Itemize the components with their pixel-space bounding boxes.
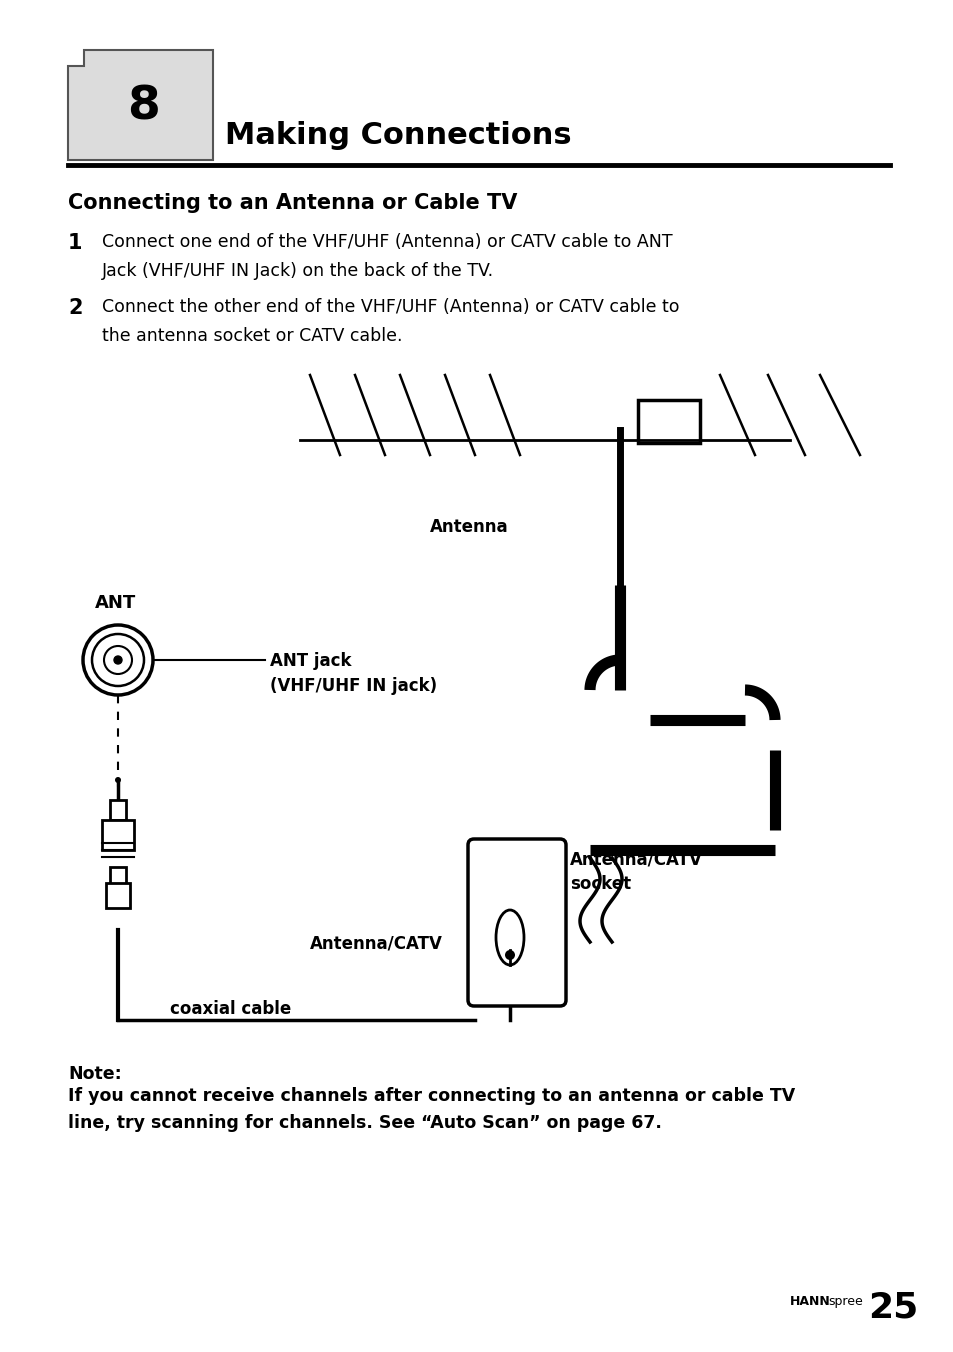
- Text: If you cannot receive channels after connecting to an antenna or cable TV
line, : If you cannot receive channels after con…: [68, 1087, 795, 1132]
- FancyBboxPatch shape: [102, 821, 133, 850]
- Text: Antenna/CATV: Antenna/CATV: [310, 936, 442, 953]
- Circle shape: [115, 777, 121, 783]
- Circle shape: [83, 625, 152, 695]
- Text: 1: 1: [68, 233, 82, 253]
- Text: Note:: Note:: [68, 1065, 122, 1083]
- Text: HANN: HANN: [789, 1295, 830, 1307]
- Text: 8: 8: [127, 84, 160, 130]
- Text: Connecting to an Antenna or Cable TV: Connecting to an Antenna or Cable TV: [68, 193, 517, 214]
- Text: Antenna: Antenna: [430, 518, 508, 535]
- Circle shape: [113, 656, 122, 664]
- FancyBboxPatch shape: [110, 800, 126, 821]
- FancyBboxPatch shape: [110, 867, 126, 886]
- Text: Connect one end of the VHF/UHF (Antenna) or CATV cable to ANT
Jack (VHF/UHF IN J: Connect one end of the VHF/UHF (Antenna)…: [102, 233, 672, 280]
- Text: ANT jack
(VHF/UHF IN jack): ANT jack (VHF/UHF IN jack): [270, 652, 436, 695]
- FancyBboxPatch shape: [106, 883, 130, 909]
- FancyBboxPatch shape: [468, 840, 565, 1006]
- Text: Antenna/CATV
socket: Antenna/CATV socket: [569, 850, 702, 894]
- Text: spree: spree: [827, 1295, 862, 1307]
- Text: Connect the other end of the VHF/UHF (Antenna) or CATV cable to
the antenna sock: Connect the other end of the VHF/UHF (An…: [102, 297, 679, 345]
- Text: ANT: ANT: [95, 594, 136, 612]
- Text: 2: 2: [68, 297, 82, 318]
- Polygon shape: [68, 50, 213, 160]
- Bar: [638, 400, 700, 443]
- Text: coaxial cable: coaxial cable: [170, 1000, 291, 1018]
- Circle shape: [504, 950, 515, 960]
- Text: 25: 25: [867, 1290, 918, 1324]
- Text: Making Connections: Making Connections: [225, 120, 571, 150]
